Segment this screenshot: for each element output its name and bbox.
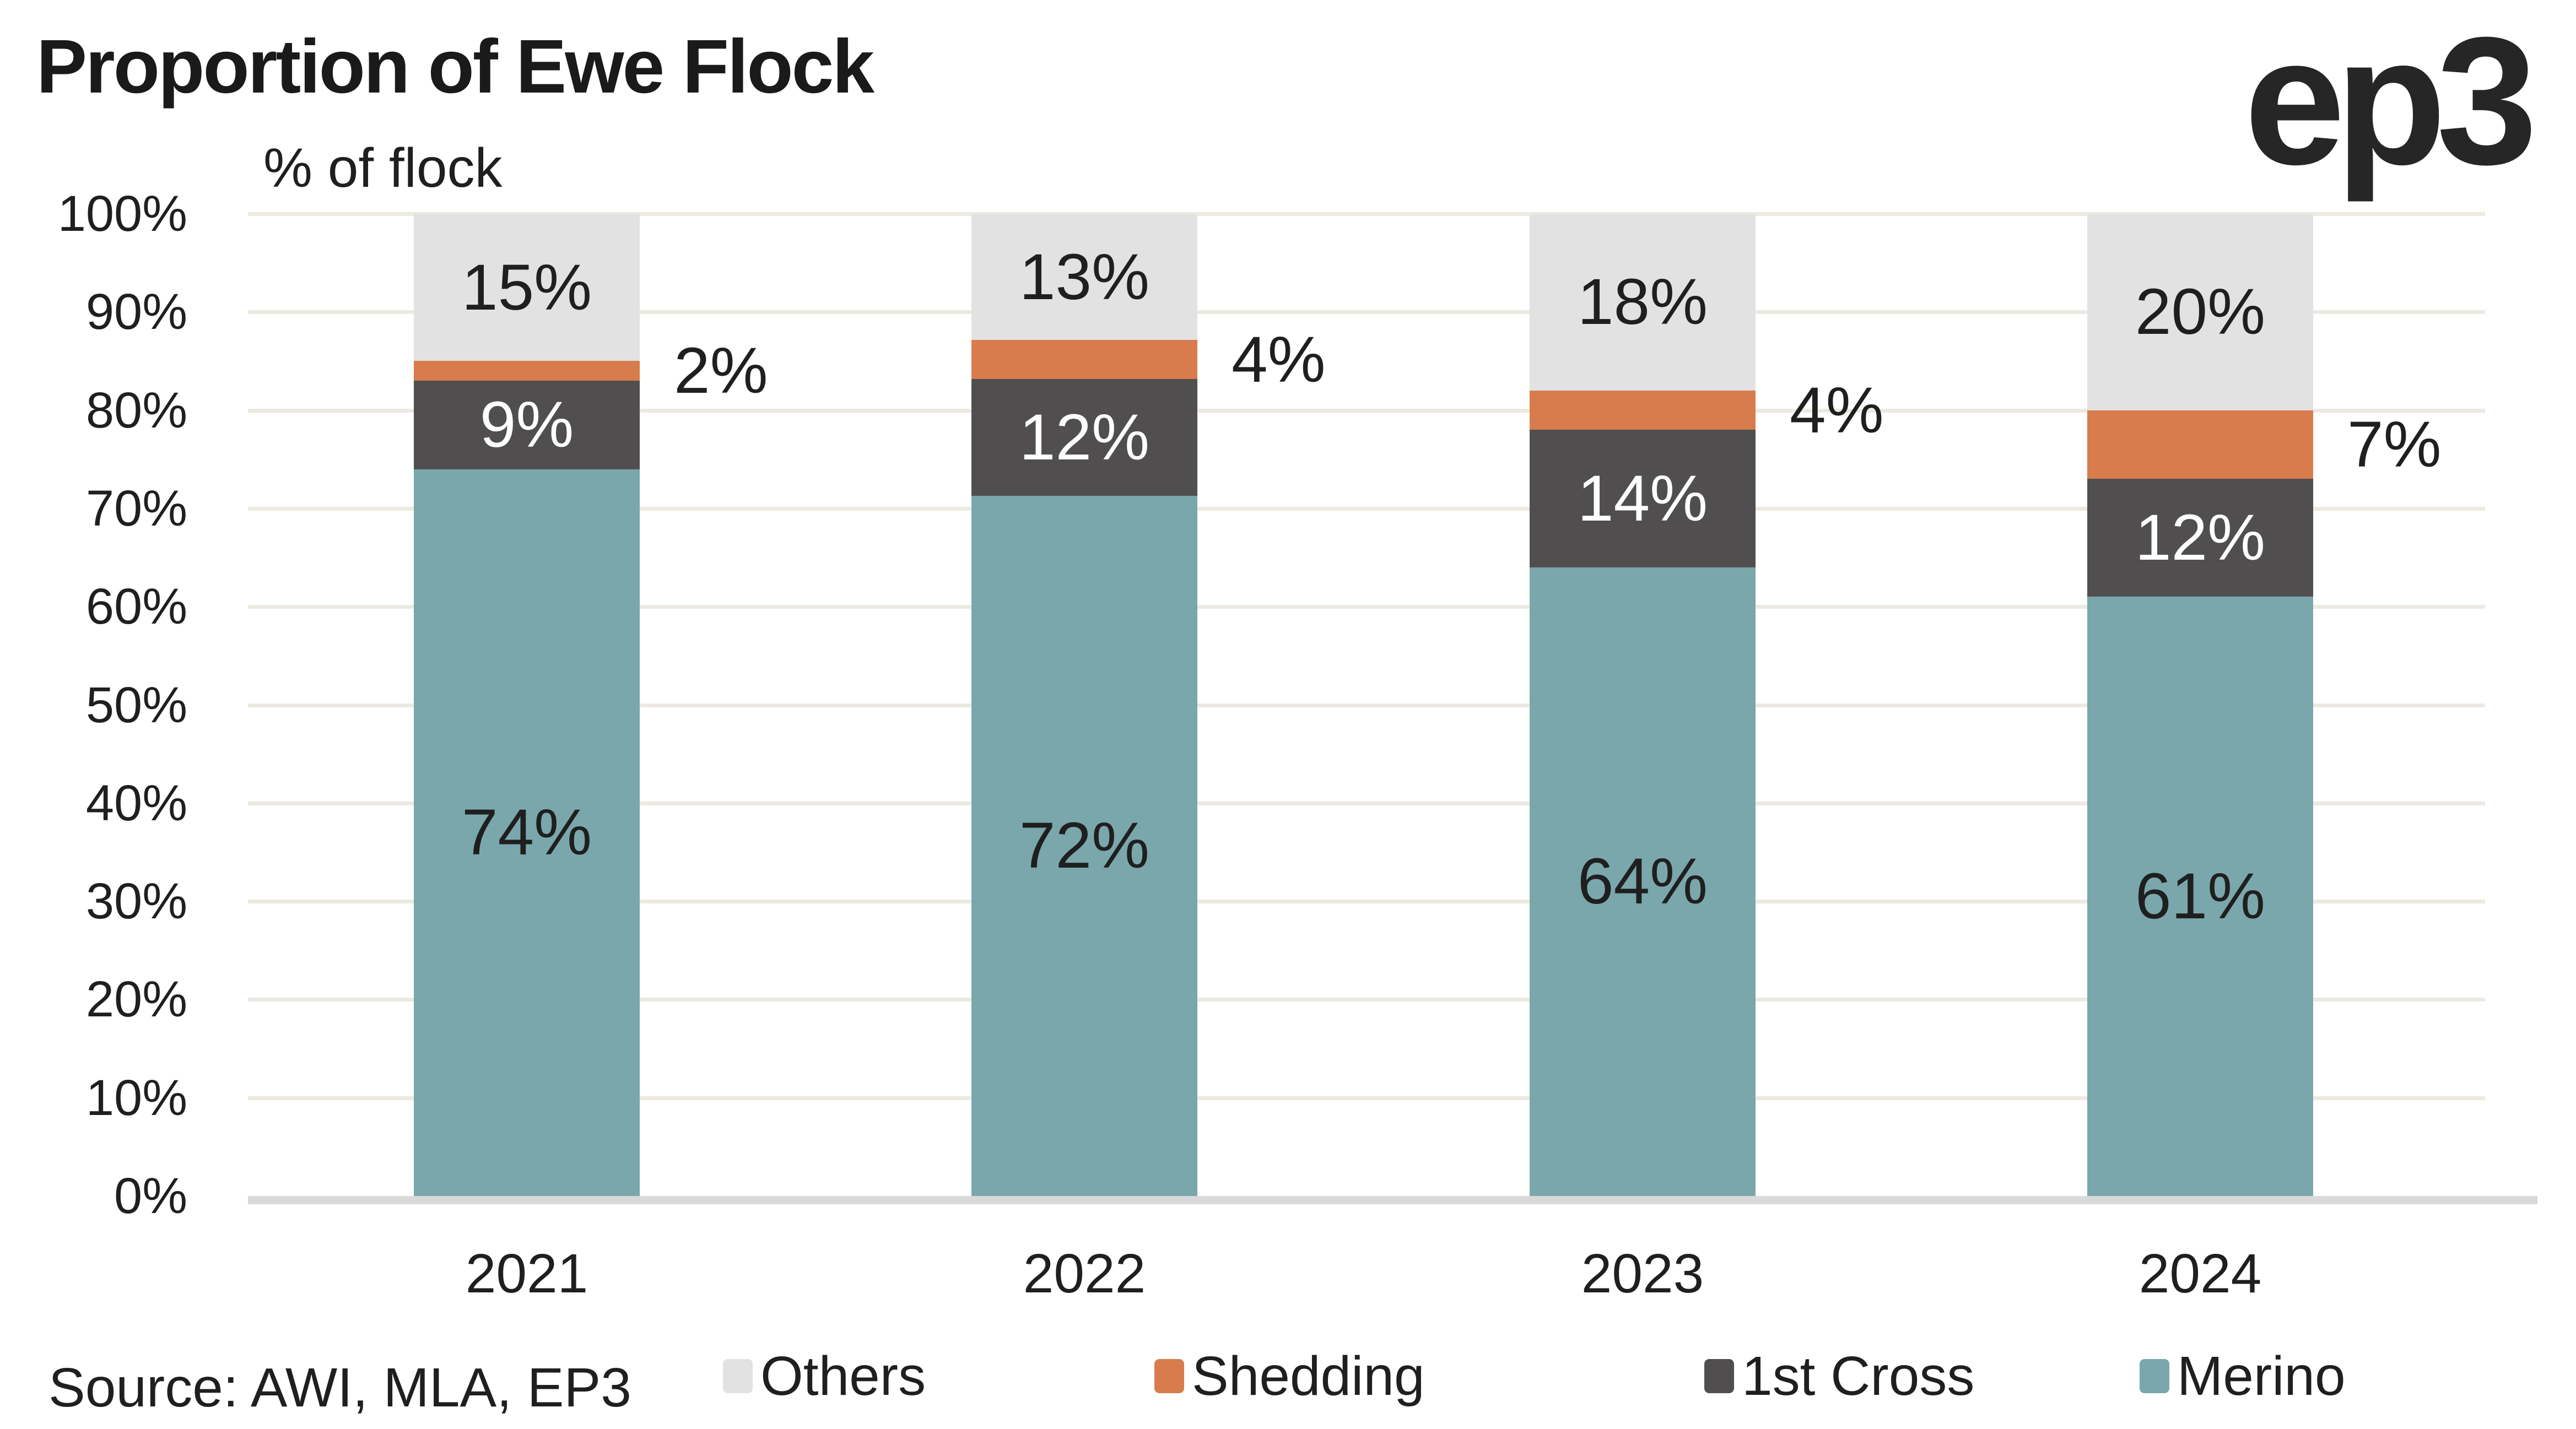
- gridline: [248, 1096, 2485, 1100]
- gridline: [248, 801, 2485, 805]
- legend-swatch: [723, 1359, 753, 1393]
- legend-label: Merino: [2177, 1345, 2346, 1407]
- y-tick-label: 60%: [85, 578, 187, 635]
- bar-value-label: 15%: [461, 251, 592, 324]
- bar-segment-others-2023: 18%: [1530, 214, 1756, 391]
- bar-segment-1st-cross-2021: 9%: [414, 381, 640, 469]
- x-tick-label: 2022: [1023, 1243, 1146, 1304]
- x-tick-label: 2024: [2138, 1243, 2262, 1304]
- legend-item-1st-cross: 1st Cross: [1704, 1343, 1974, 1409]
- bar-value-label-outside: 4%: [1232, 323, 1326, 396]
- legend-swatch: [2140, 1359, 2169, 1393]
- bar-value-label: 18%: [1577, 266, 1708, 339]
- y-tick-label: 30%: [85, 873, 187, 930]
- y-tick-label: 100%: [57, 186, 187, 242]
- bar-value-label: 14%: [1577, 462, 1708, 535]
- legend-label: Others: [760, 1345, 926, 1407]
- bar-segment-shedding-2022: [971, 340, 1197, 380]
- legend-swatch: [1154, 1359, 1184, 1393]
- bar-value-label: 64%: [1577, 845, 1708, 918]
- ep3-logo: ep3: [2244, 0, 2537, 202]
- bar-value-label: 20%: [2135, 275, 2266, 349]
- bar-value-label-outside: 4%: [1790, 374, 1884, 447]
- y-axis-title: % of flock: [263, 137, 503, 199]
- bar-segment-merino-2023: 64%: [1530, 567, 1756, 1196]
- page-title: Proportion of Ewe Flock: [36, 24, 874, 109]
- legend-label: Shedding: [1192, 1345, 1425, 1407]
- bar-value-label: 12%: [2135, 501, 2266, 575]
- bar-segment-merino-2024: 61%: [2087, 597, 2313, 1196]
- bar-segment-shedding-2023: [1530, 390, 1756, 430]
- y-tick-label: 40%: [85, 775, 187, 831]
- y-tick-label: 50%: [85, 676, 187, 733]
- y-tick-label: 70%: [85, 480, 187, 537]
- gridline: [248, 605, 2485, 609]
- bar-value-label: 12%: [1019, 401, 1150, 474]
- bar-segment-others-2021: 15%: [414, 214, 640, 361]
- x-axis-line: [248, 1196, 2537, 1204]
- y-tick-label: 90%: [85, 284, 187, 340]
- y-tick-label: 20%: [85, 971, 187, 1028]
- gridline: [248, 703, 2485, 707]
- gridline: [248, 408, 2485, 413]
- bar-segment-1st-cross-2024: 12%: [2087, 479, 2313, 597]
- bar-segment-others-2024: 20%: [2087, 214, 2313, 410]
- source-note: Source: AWI, MLA, EP3: [48, 1357, 631, 1419]
- bar-segment-shedding-2021: [414, 361, 640, 381]
- x-tick-label: 2023: [1581, 1243, 1704, 1304]
- bar-value-label: 13%: [1019, 240, 1150, 313]
- gridline: [248, 310, 2485, 315]
- bar-segment-1st-cross-2023: 14%: [1530, 430, 1756, 567]
- legend-item-others: Others: [723, 1343, 926, 1409]
- legend-label: 1st Cross: [1742, 1345, 1975, 1407]
- bar-segment-1st-cross-2022: 12%: [971, 379, 1197, 496]
- bar-value-label-outside: 7%: [2347, 408, 2442, 481]
- x-tick-label: 2021: [465, 1243, 588, 1304]
- legend-item-merino: Merino: [2140, 1343, 2346, 1409]
- bar-value-label: 61%: [2135, 860, 2266, 933]
- legend-swatch: [1704, 1359, 1734, 1393]
- gridline: [248, 506, 2485, 511]
- gridline: [248, 900, 2485, 904]
- bar-value-label: 74%: [461, 796, 592, 869]
- bar-segment-merino-2021: 74%: [414, 469, 640, 1196]
- bar-segment-shedding-2024: [2087, 410, 2313, 479]
- bar-value-label: 9%: [479, 388, 574, 462]
- gridline: [248, 998, 2485, 1002]
- y-tick-label: 0%: [114, 1168, 187, 1224]
- legend-item-shedding: Shedding: [1154, 1343, 1425, 1409]
- gridline: [248, 212, 2485, 216]
- bar-value-label: 72%: [1019, 809, 1150, 883]
- bar-segment-others-2022: 13%: [971, 214, 1197, 340]
- bar-segment-merino-2022: 72%: [971, 495, 1197, 1196]
- y-tick-label: 80%: [85, 382, 187, 439]
- bar-value-label-outside: 2%: [674, 334, 768, 408]
- y-tick-label: 10%: [85, 1069, 187, 1126]
